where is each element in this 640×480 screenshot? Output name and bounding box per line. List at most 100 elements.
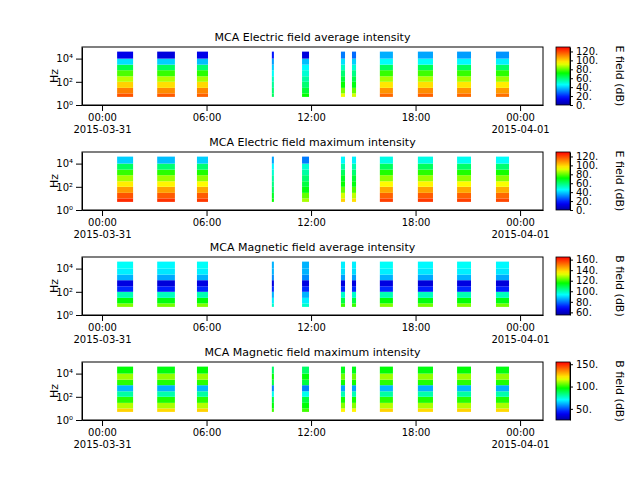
cell — [418, 275, 433, 281]
cell — [352, 298, 356, 304]
panel-title: MCA Magnetic field maximum intensity — [205, 346, 421, 359]
cell — [272, 93, 274, 96]
cell — [117, 374, 133, 380]
y-axis-title: Hz — [48, 174, 61, 188]
cell — [272, 280, 274, 286]
cell — [380, 65, 393, 71]
cell — [352, 76, 356, 82]
cell — [496, 269, 509, 275]
cell — [157, 88, 175, 94]
cell — [272, 181, 274, 187]
cell — [117, 82, 133, 88]
cell — [418, 175, 433, 181]
cell — [302, 193, 309, 199]
colorbar-tick: 140. — [570, 265, 598, 276]
cell — [352, 403, 356, 409]
cell — [341, 82, 345, 88]
cells — [117, 367, 509, 412]
plot-frame — [82, 257, 543, 315]
y-axis-title: Hz — [48, 69, 61, 83]
cell — [302, 374, 309, 380]
cell — [496, 374, 509, 380]
x-tick-label-line: 00:00 — [506, 322, 535, 333]
x-tick: 18:00 — [402, 315, 431, 333]
colorbar-tick-mark — [570, 260, 573, 261]
x-tick-mark — [520, 315, 521, 321]
cell — [496, 286, 509, 292]
cell — [302, 286, 309, 292]
colorbar-tick: 50. — [570, 404, 592, 415]
colorbar-tick-mark — [570, 183, 573, 184]
cell — [352, 397, 356, 403]
y-axis-title: Hz — [48, 384, 61, 398]
cell — [157, 76, 175, 82]
cell — [197, 303, 208, 306]
cell — [352, 269, 356, 275]
cell — [380, 303, 393, 306]
cell — [302, 292, 309, 298]
cell — [117, 70, 133, 76]
cell — [302, 403, 309, 409]
x-tick-label-line: 06:00 — [193, 427, 222, 438]
cell — [157, 187, 175, 193]
colorbar-axis: 50.100.150. — [570, 359, 598, 421]
cell — [341, 367, 345, 374]
x-tick: 12:00 — [297, 315, 326, 333]
cell — [341, 157, 345, 164]
cell — [380, 164, 393, 170]
colorbar-tick: 160. — [570, 254, 598, 265]
cell — [157, 262, 175, 269]
cell — [302, 380, 309, 386]
colorbar-tick: 120. — [570, 46, 598, 57]
cell — [117, 292, 133, 298]
cell — [117, 88, 133, 94]
cell — [418, 280, 433, 286]
cell — [157, 286, 175, 292]
cell — [496, 175, 509, 181]
cell — [352, 280, 356, 286]
cell — [157, 70, 175, 76]
cell — [418, 292, 433, 298]
colorbar-tick-label: 120. — [576, 151, 598, 162]
x-tick: 06:00 — [193, 315, 222, 333]
cell — [380, 403, 393, 409]
cell — [197, 164, 208, 170]
colorbar-scale — [556, 47, 570, 105]
cell — [418, 391, 433, 397]
x-tick-mark — [207, 210, 208, 216]
cell — [117, 59, 133, 65]
y-tick-label: 10⁰ — [56, 415, 73, 426]
cell — [341, 88, 345, 94]
x-tick-label: 00:002015-04-01 — [492, 427, 550, 450]
cell — [496, 181, 509, 187]
cell — [302, 298, 309, 304]
y-tick-label: 10⁴ — [56, 368, 73, 379]
cell — [496, 93, 509, 96]
cell — [341, 292, 345, 298]
cell — [117, 170, 133, 176]
x-tick: 00:002015-04-01 — [492, 420, 550, 450]
colorbar-tick-label: 160. — [576, 254, 598, 265]
cell — [197, 157, 208, 164]
cell — [496, 88, 509, 94]
x-tick-mark — [102, 210, 103, 216]
cell — [496, 164, 509, 170]
x-tick-label: 00:002015-04-01 — [492, 322, 550, 345]
cell — [457, 298, 471, 304]
cell — [380, 193, 393, 199]
y-tick: 10⁴ — [56, 263, 82, 274]
cell — [457, 88, 471, 94]
cell — [157, 164, 175, 170]
x-tick-label-line: 18:00 — [402, 322, 431, 333]
cell — [302, 367, 309, 374]
cell — [272, 187, 274, 193]
cell — [341, 397, 345, 403]
cell — [341, 403, 345, 409]
colorbar-tick-mark — [570, 174, 573, 175]
cell — [341, 193, 345, 199]
x-tick: 06:00 — [193, 420, 222, 438]
cell — [197, 280, 208, 286]
colorbar-scale — [556, 257, 570, 315]
y-tick-label: 10⁴ — [56, 53, 73, 64]
cell — [197, 408, 208, 411]
